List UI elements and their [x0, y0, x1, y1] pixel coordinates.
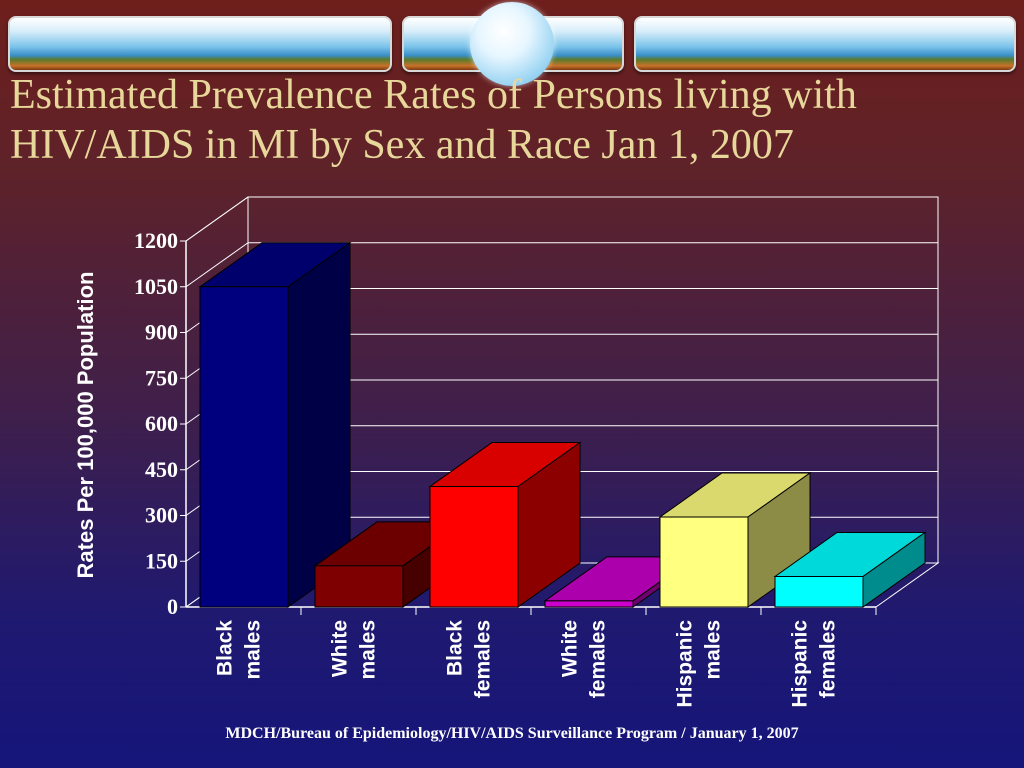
gridline-side [185, 242, 249, 288]
bar-4 [659, 516, 749, 608]
x-tick-label: Hispanic [789, 620, 812, 708]
x-tick-label: males [242, 620, 265, 680]
title-line-1: Estimated Prevalence Rates of Persons li… [10, 72, 857, 118]
bar-0 [199, 286, 289, 608]
x-tick-label: White [329, 620, 352, 677]
bar-2 [429, 486, 519, 608]
y-tick-label: 750 [145, 365, 178, 390]
y-tick-label: 300 [145, 503, 178, 528]
gridline-side [185, 196, 249, 242]
y-tick-label: 1050 [134, 274, 178, 299]
bar-3 [544, 600, 634, 608]
y-tick-label: 150 [145, 548, 178, 573]
bar-5 [774, 576, 864, 608]
x-tick-label: males [702, 620, 725, 680]
y-tick-label: 1200 [134, 228, 178, 253]
x-tick-label: females [587, 620, 610, 698]
x-tick-label: Hispanic [674, 620, 697, 708]
y-tick-label: 900 [145, 320, 178, 345]
x-tick-label: White [559, 620, 582, 677]
banner-left [8, 16, 392, 72]
slide-title: Estimated Prevalence Rates of Persons li… [10, 70, 1020, 170]
title-line-2: HIV/AIDS in MI by Sex and Race Jan 1, 20… [10, 122, 794, 168]
x-tick-label: females [472, 620, 495, 698]
bar-1 [314, 565, 404, 608]
globe-icon [470, 2, 554, 86]
y-axis-label: Rates Per 100,000 Population [73, 272, 98, 579]
y-tick-label: 600 [145, 411, 178, 436]
y-tick-label: 0 [167, 594, 178, 619]
source-footer: MDCH/Bureau of Epidemiology/HIV/AIDS Sur… [225, 725, 799, 742]
y-tick-label: 450 [145, 457, 178, 482]
banner-right [634, 16, 1016, 72]
x-tick-label: females [817, 620, 840, 698]
x-tick-label: Black [444, 620, 467, 676]
x-tick-label: Black [214, 620, 237, 676]
x-tick-label: males [357, 620, 380, 680]
